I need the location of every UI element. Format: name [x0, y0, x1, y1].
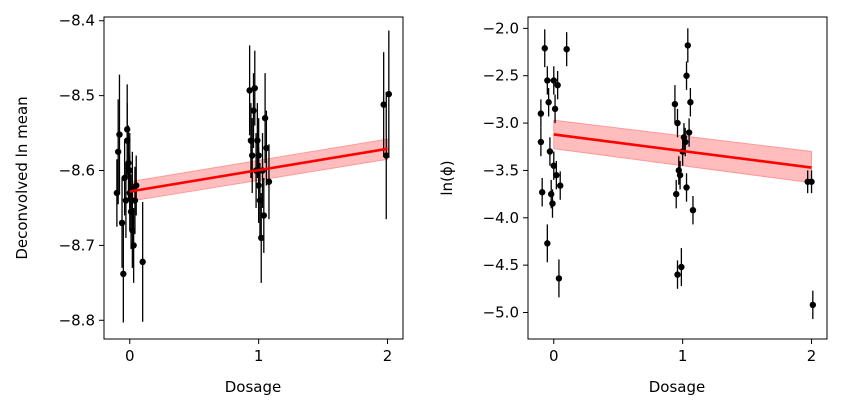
- data-point: [544, 77, 551, 84]
- data-point: [133, 182, 140, 189]
- left-x-axis-label: Dosage: [225, 378, 281, 396]
- data-point: [256, 197, 264, 204]
- left-panel: 0 1 2 −8.4 −8.5 −8.6 −8.7 −8.8 Dosage Deconvolv…: [13, 12, 404, 396]
- data-point: [671, 100, 679, 108]
- data-point: [265, 178, 273, 185]
- data-point: [682, 138, 689, 146]
- data-point: [537, 110, 545, 117]
- right-panel: 0 1 2 −2.0 −2.5 −3.0 −3.5 −4.0 −4.5 −5.0 Dosage l…: [438, 16, 828, 396]
- data-point: [541, 45, 548, 52]
- y-tick-label: −8.8: [59, 311, 95, 329]
- data-point: [685, 129, 693, 136]
- data-point: [122, 197, 130, 204]
- data-point: [130, 242, 137, 249]
- right-axes-frame: [527, 16, 828, 340]
- data-point: [251, 84, 258, 92]
- data-point: [263, 144, 270, 152]
- data-point: [385, 90, 393, 98]
- left-y-axis-label: Deconvolved ln mean: [13, 96, 31, 259]
- x-tick-label: 2: [383, 347, 393, 365]
- data-point: [678, 263, 685, 271]
- data-point: [547, 190, 555, 198]
- data-point: [563, 46, 570, 53]
- right-x-axis-label: Dosage: [649, 378, 705, 396]
- data-point: [683, 72, 690, 79]
- data-point: [261, 114, 269, 122]
- data-point: [250, 107, 257, 114]
- data-point: [123, 137, 131, 144]
- data-point: [125, 159, 132, 167]
- data-point: [674, 271, 681, 278]
- data-point: [118, 219, 126, 227]
- x-tick-label: 1: [678, 347, 688, 365]
- y-tick-label: −8.6: [59, 162, 95, 180]
- data-point: [546, 148, 554, 155]
- data-point: [127, 208, 135, 215]
- y-tick-label: −2.0: [483, 19, 519, 37]
- data-point: [126, 167, 133, 174]
- data-point: [258, 234, 265, 242]
- x-tick-label: 2: [807, 347, 817, 365]
- data-point: [255, 152, 262, 159]
- data-point: [553, 171, 560, 179]
- data-point: [139, 258, 146, 266]
- right-y-axis-label: ln(ϕ): [438, 160, 456, 195]
- y-tick-label: −8.5: [59, 87, 95, 105]
- x-tick-label: 0: [125, 347, 135, 365]
- data-point: [538, 189, 546, 196]
- data-point: [116, 131, 123, 138]
- data-point: [555, 275, 563, 282]
- data-point: [247, 137, 255, 144]
- data-point: [808, 178, 815, 185]
- data-point: [549, 200, 556, 207]
- data-point: [113, 189, 121, 197]
- data-point: [383, 152, 390, 159]
- data-point: [687, 99, 694, 106]
- data-point: [131, 197, 139, 204]
- data-point: [557, 182, 564, 189]
- data-point: [260, 212, 268, 219]
- data-point: [114, 148, 122, 155]
- data-point: [380, 101, 387, 108]
- data-point: [683, 184, 690, 191]
- data-point: [121, 174, 128, 182]
- data-point: [545, 99, 552, 106]
- data-point: [544, 240, 551, 247]
- fit-line: [553, 133, 812, 169]
- data-point: [676, 171, 684, 179]
- data-point: [674, 119, 681, 127]
- data-point: [249, 152, 256, 159]
- data-point: [550, 77, 557, 84]
- data-point: [809, 301, 817, 309]
- left-axes-frame: [103, 16, 404, 340]
- y-tick-label: −2.5: [483, 67, 519, 85]
- data-point: [254, 137, 261, 144]
- data-point: [123, 126, 131, 133]
- data-point: [551, 105, 559, 113]
- data-point: [255, 182, 262, 189]
- y-tick-label: −3.0: [483, 114, 519, 132]
- y-tick-label: −3.5: [483, 161, 519, 179]
- data-point: [537, 138, 545, 146]
- x-tick-label: 0: [549, 347, 559, 365]
- y-tick-label: −4.5: [483, 256, 519, 274]
- x-tick-label: 1: [254, 347, 264, 365]
- data-point: [246, 87, 253, 94]
- y-tick-label: −4.0: [483, 209, 519, 227]
- y-tick-label: −5.0: [483, 303, 519, 321]
- data-point: [129, 227, 136, 234]
- data-point: [689, 207, 697, 214]
- data-point: [673, 190, 680, 198]
- y-tick-label: −8.4: [59, 12, 95, 30]
- fit-line: [129, 147, 388, 193]
- data-point: [120, 270, 127, 278]
- data-point: [684, 42, 692, 49]
- y-tick-label: −8.7: [59, 236, 95, 254]
- data-point: [554, 81, 561, 89]
- data-point: [550, 162, 557, 169]
